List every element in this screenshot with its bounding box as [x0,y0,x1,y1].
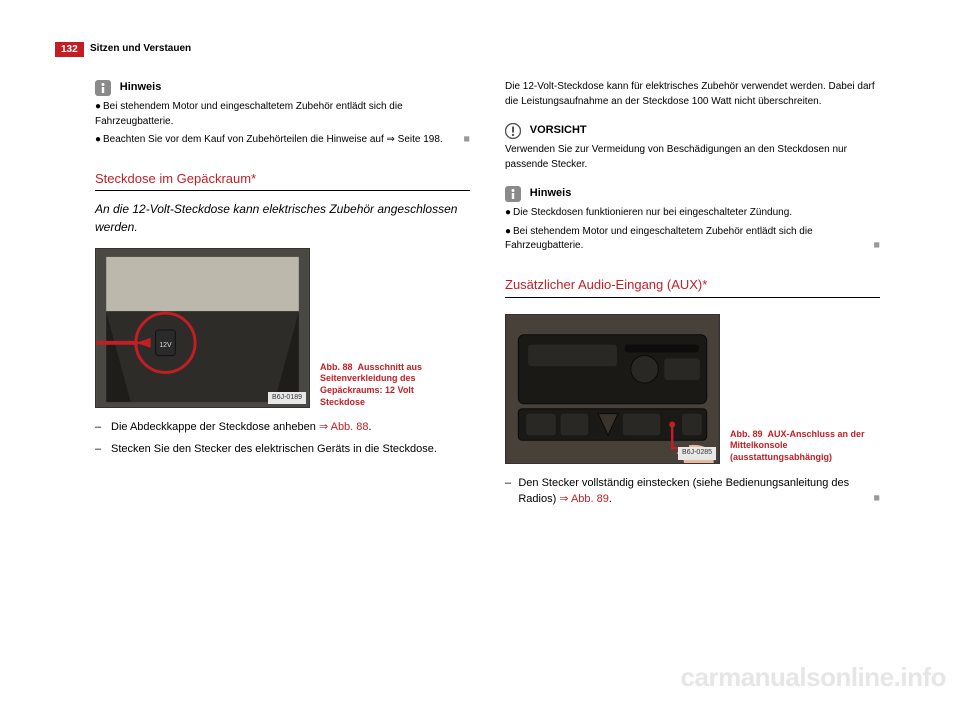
content-area: Hinweis ●Bei stehendem Motor und eingesc… [95,80,880,508]
vorsicht-block: VORSICHT Verwenden Sie zur Vermeidung vo… [505,123,880,172]
hinweis-block: Hinweis ●Die Steckdosen funktionieren nu… [505,186,880,254]
watermark: carmanualsonline.info [681,662,946,693]
bullet-text: Bei stehendem Motor und eingeschaltetem … [95,101,403,127]
chapter-title: Sitzen und Verstauen [90,43,191,54]
left-column: Hinweis ●Bei stehendem Motor und eingesc… [95,80,470,508]
bullet-text: Die Steckdosen funktionieren nur bei ein… [513,207,792,218]
list-item: – Die Abdeckkappe der Steckdose anheben … [95,420,470,436]
section-end-marker: ◼ [873,239,880,251]
list-item: – Den Stecker vollständig einstecken (si… [505,476,880,508]
figure-trunk-socket: 12V B6J-0189 [95,248,310,408]
vorsicht-title: VORSICHT [530,123,587,139]
figure-caption-label: Abb. 89 [730,429,763,439]
bullet-text: Bei stehendem Motor und eingeschaltetem … [505,226,813,252]
info-icon [95,80,111,96]
bullet-item: ●Beachten Sie vor dem Kauf von Zubehörte… [95,133,470,148]
step-list: – Die Abdeckkappe der Steckdose anheben … [95,420,470,458]
page-number: 132 [55,42,84,57]
bullet-item: ●Bei stehendem Motor und eingeschaltetem… [95,100,470,129]
figure-block: 12V B6J-0189 Abb. 88 Ausschnitt aus Seit… [95,248,470,408]
paragraph: Die 12-Volt-Steckdose kann für elektrisc… [505,80,880,109]
step-suffix: . [369,421,372,433]
bullet-text: Beachten Sie vor dem Kauf von Zubehörtei… [103,134,443,145]
section-heading: Steckdose im Gepäckraum* [95,170,470,192]
vorsicht-text: Verwenden Sie zur Vermeidung von Beschäd… [505,143,880,172]
hinweis-block: Hinweis ●Bei stehendem Motor und eingesc… [95,80,470,148]
figure-block: B6J-0285 Abb. 89 AUX-Anschluss an der Mi… [505,314,880,464]
figure-tag: B6J-0189 [268,392,306,404]
figure-reference: ⇒ Abb. 88 [319,421,369,433]
figure-caption-label: Abb. 88 [320,362,353,372]
section-end-marker: ◼ [873,492,880,504]
step-suffix: . [609,493,612,505]
section-intro: An die 12-Volt-Steckdose kann elektrisch… [95,201,470,236]
right-column: Die 12-Volt-Steckdose kann für elektrisc… [505,80,880,508]
info-icon [505,186,521,202]
step-text: Die Abdeckkappe der Steckdose anheben [111,421,319,433]
section-heading: Zusätzlicher Audio-Eingang (AUX)* [505,276,880,298]
caution-icon [505,123,521,139]
list-item: – Stecken Sie den Stecker des elektrisch… [95,442,470,458]
hinweis-title: Hinweis [120,80,162,96]
step-text: Stecken Sie den Stecker des elektrischen… [111,443,437,455]
step-list: – Den Stecker vollständig einstecken (si… [505,476,880,508]
bullet-item: ●Die Steckdosen funktionieren nur bei ei… [505,206,880,221]
figure-tag: B6J-0285 [678,447,716,459]
figure-aux-console: B6J-0285 [505,314,720,464]
figure-reference: ⇒ Abb. 89 [559,493,609,505]
bullet-item: ●Bei stehendem Motor und eingeschaltetem… [505,225,880,254]
svg-text:12V: 12V [159,342,172,349]
section-end-marker: ◼ [463,133,470,145]
figure-caption: Abb. 88 Ausschnitt aus Seitenverkleidung… [320,362,460,409]
figure-caption: Abb. 89 AUX-Anschluss an der Mittelkonso… [730,429,870,464]
hinweis-title: Hinweis [530,186,572,202]
